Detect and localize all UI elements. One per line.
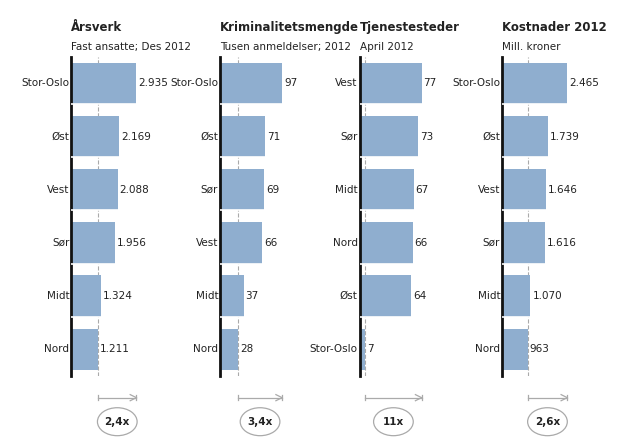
Text: 1.646: 1.646 (547, 185, 577, 195)
Text: Nord: Nord (333, 238, 358, 248)
Text: 3,4x: 3,4x (247, 417, 273, 427)
Text: Kriminalitetsmengde: Kriminalitetsmengde (220, 21, 359, 34)
Text: Årsverk: Årsverk (71, 21, 122, 34)
Bar (502, 275, 531, 317)
Text: 67: 67 (415, 185, 428, 195)
Bar (220, 222, 262, 264)
Bar (360, 329, 365, 370)
Bar (71, 329, 98, 370)
Text: 963: 963 (529, 344, 549, 354)
Text: Vest: Vest (196, 238, 218, 248)
Text: 2.465: 2.465 (569, 78, 599, 88)
Text: Stor-Oslo: Stor-Oslo (21, 78, 69, 88)
Bar (360, 116, 418, 157)
Text: Kostnader 2012: Kostnader 2012 (502, 21, 607, 34)
Bar (220, 169, 264, 211)
Text: 1.956: 1.956 (117, 238, 146, 248)
Bar (360, 275, 411, 317)
Text: Vest: Vest (47, 185, 69, 195)
Bar (71, 169, 118, 211)
Text: 1.211: 1.211 (100, 344, 130, 354)
Text: April 2012: April 2012 (360, 42, 414, 52)
Text: 73: 73 (420, 132, 433, 142)
Bar (71, 222, 115, 264)
Bar (71, 116, 120, 157)
Text: 2,4x: 2,4x (105, 417, 130, 427)
Bar (360, 62, 422, 104)
Text: 77: 77 (423, 78, 436, 88)
Text: 66: 66 (415, 238, 428, 248)
Text: 66: 66 (264, 238, 277, 248)
Text: Midt: Midt (196, 291, 218, 301)
Text: Nord: Nord (193, 344, 218, 354)
Text: Midt: Midt (477, 291, 500, 301)
Bar (220, 329, 238, 370)
Text: 97: 97 (284, 78, 297, 88)
Text: Tjenestesteder: Tjenestesteder (360, 21, 459, 34)
Bar (220, 116, 265, 157)
Text: Øst: Øst (51, 132, 69, 142)
Text: 1.616: 1.616 (547, 238, 577, 248)
Text: Stor-Oslo: Stor-Oslo (170, 78, 218, 88)
Bar (502, 169, 546, 211)
Text: Sør: Sør (52, 238, 69, 248)
Text: Øst: Øst (200, 132, 218, 142)
Text: Øst: Øst (482, 132, 500, 142)
Text: 69: 69 (266, 185, 280, 195)
Text: 37: 37 (246, 291, 259, 301)
Text: 1.070: 1.070 (533, 291, 562, 301)
Bar (220, 62, 282, 104)
Bar (502, 329, 528, 370)
Text: Midt: Midt (335, 185, 358, 195)
Text: Mill. kroner: Mill. kroner (502, 42, 560, 52)
Text: Stor-Oslo: Stor-Oslo (310, 344, 358, 354)
Bar (502, 222, 545, 264)
Bar (71, 275, 100, 317)
Bar (360, 222, 413, 264)
Bar (220, 275, 244, 317)
Text: Fast ansatte; Des 2012: Fast ansatte; Des 2012 (71, 42, 192, 52)
Text: Vest: Vest (478, 185, 500, 195)
Text: 28: 28 (240, 344, 253, 354)
Text: Øst: Øst (340, 291, 358, 301)
Text: 7: 7 (367, 344, 374, 354)
Text: 64: 64 (413, 291, 426, 301)
Text: 11x: 11x (383, 417, 404, 427)
Text: 1.324: 1.324 (103, 291, 133, 301)
Bar (360, 169, 414, 211)
Text: 2.088: 2.088 (120, 185, 149, 195)
Text: Nord: Nord (45, 344, 69, 354)
Text: 2.935: 2.935 (138, 78, 168, 88)
Text: Vest: Vest (335, 78, 358, 88)
Text: Nord: Nord (476, 344, 500, 354)
Text: Midt: Midt (46, 291, 69, 301)
Text: Sør: Sør (201, 185, 218, 195)
Text: Stor-Oslo: Stor-Oslo (452, 78, 500, 88)
Text: 2.169: 2.169 (122, 132, 151, 142)
Bar (502, 116, 548, 157)
Text: 71: 71 (267, 132, 281, 142)
Text: Sør: Sør (483, 238, 500, 248)
Text: Sør: Sør (340, 132, 358, 142)
Text: 2,6x: 2,6x (535, 417, 560, 427)
Text: Tusen anmeldelser; 2012: Tusen anmeldelser; 2012 (220, 42, 351, 52)
Bar (502, 62, 567, 104)
Bar (71, 62, 136, 104)
Text: 1.739: 1.739 (550, 132, 580, 142)
